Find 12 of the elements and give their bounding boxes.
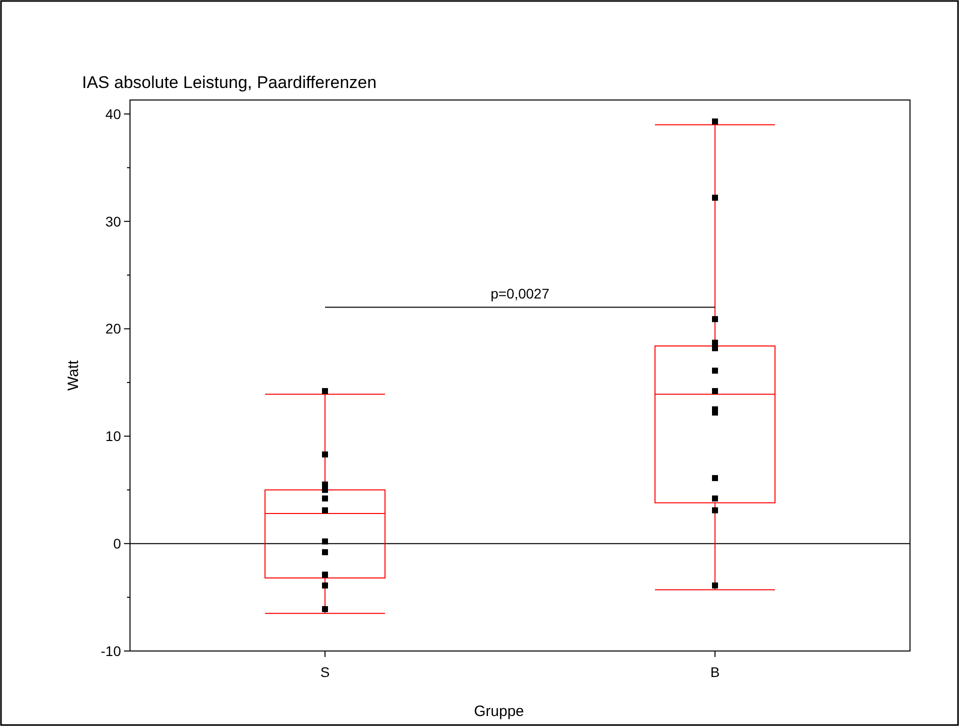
x-tick-label: S [320,664,330,680]
y-axis-title: Watt [65,360,82,391]
y-tick-label: 20 [105,320,122,337]
x-tick-label: B [710,664,720,680]
x-axis-title: Gruppe [474,703,524,720]
y-tick-label: 30 [105,213,122,230]
y-tick-label: 40 [105,106,122,122]
y-tick-label: -10 [100,642,122,659]
y-tick-label: 10 [105,428,122,444]
chart-title: IAS absolute Leistung, Paardifferenzen [82,73,377,92]
annotation: p=0,0027 [490,285,550,302]
y-tick-label: 0 [113,535,122,552]
